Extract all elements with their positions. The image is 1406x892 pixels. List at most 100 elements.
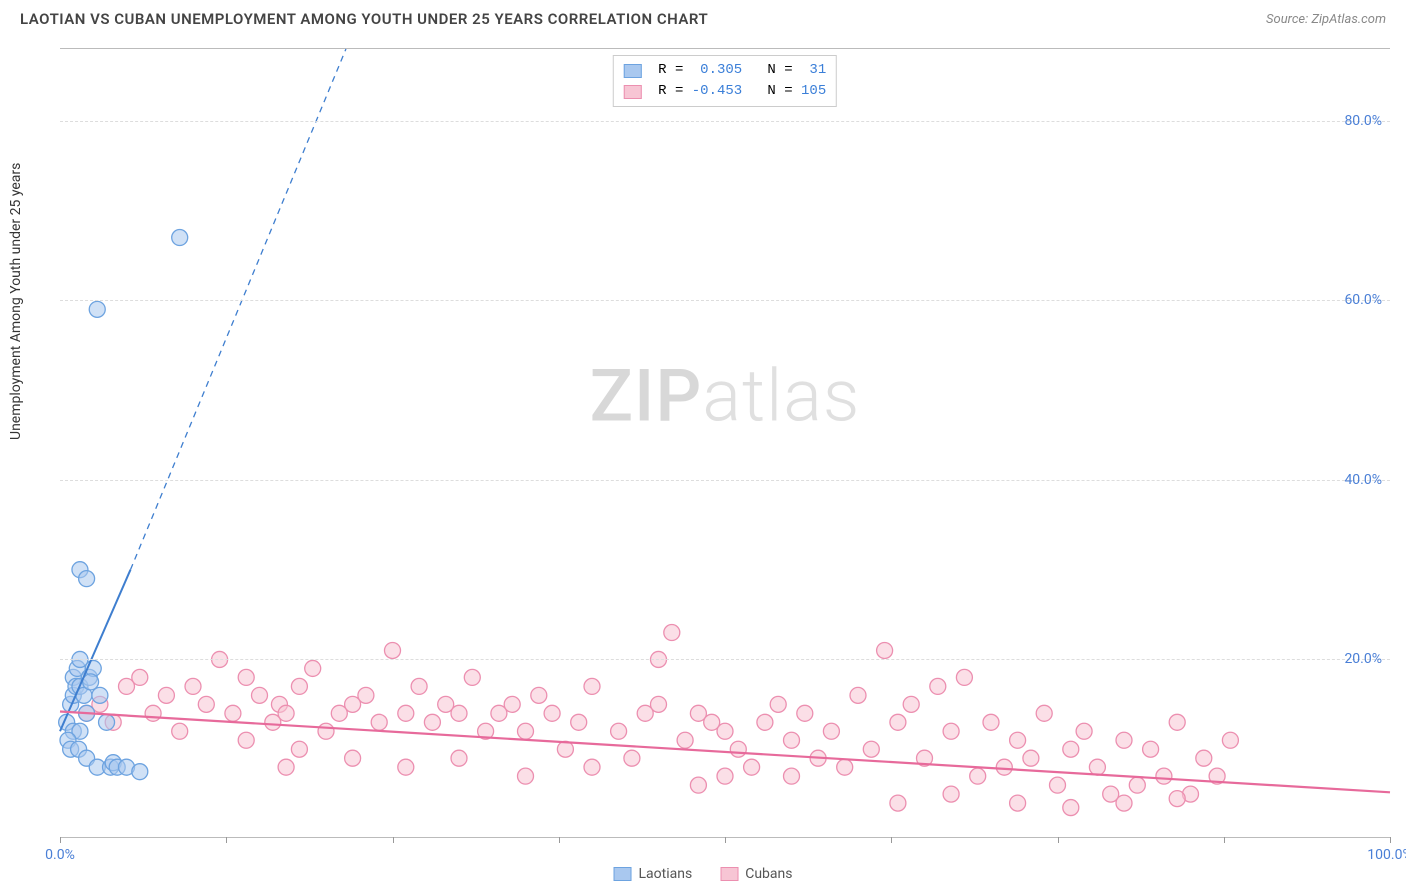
data-point xyxy=(99,714,115,730)
data-point xyxy=(544,705,560,721)
data-point xyxy=(1010,732,1026,748)
data-point xyxy=(784,732,800,748)
data-point xyxy=(1050,777,1066,793)
data-point xyxy=(198,696,214,712)
stats-row: R = -0.453 N = 105 xyxy=(624,81,826,102)
data-point xyxy=(890,795,906,811)
data-point xyxy=(318,723,334,739)
data-point xyxy=(1036,705,1052,721)
x-tick xyxy=(393,837,394,843)
data-point xyxy=(518,723,534,739)
data-point xyxy=(1196,750,1212,766)
data-point xyxy=(1222,732,1238,748)
data-point xyxy=(185,678,201,694)
data-point xyxy=(1023,750,1039,766)
legend-label: Laotians xyxy=(639,866,693,882)
data-point xyxy=(411,678,427,694)
data-point xyxy=(225,705,241,721)
data-point xyxy=(717,723,733,739)
data-point xyxy=(970,768,986,784)
data-point xyxy=(1116,795,1132,811)
data-point xyxy=(571,714,587,730)
data-point xyxy=(730,741,746,757)
x-tick xyxy=(60,837,61,843)
data-point xyxy=(1089,759,1105,775)
data-point xyxy=(863,741,879,757)
data-point xyxy=(172,230,188,246)
chart-header: LAOTIAN VS CUBAN UNEMPLOYMENT AMONG YOUT… xyxy=(0,0,1406,34)
data-point xyxy=(278,705,294,721)
stats-legend: R = 0.305 N = 31 R = -0.453 N = 105 xyxy=(613,55,837,107)
data-point xyxy=(823,723,839,739)
data-point xyxy=(677,732,693,748)
x-tick-label: 100.0% xyxy=(1367,847,1406,863)
data-point xyxy=(624,750,640,766)
legend-item: Cubans xyxy=(720,866,792,882)
data-point xyxy=(305,660,321,676)
y-tick-label: 20.0% xyxy=(1344,651,1382,667)
data-point xyxy=(757,714,773,730)
data-point xyxy=(956,669,972,685)
data-point xyxy=(930,678,946,694)
trend-line-extension xyxy=(130,49,345,570)
data-point xyxy=(943,723,959,739)
plot-area: ZIPatlas R = 0.305 N = 31 R = -0.453 N =… xyxy=(60,48,1390,838)
data-point xyxy=(1063,741,1079,757)
data-point xyxy=(291,741,307,757)
legend-label: Cubans xyxy=(745,866,792,882)
data-point xyxy=(464,669,480,685)
data-point xyxy=(664,625,680,641)
x-tick xyxy=(891,837,892,843)
data-point xyxy=(79,571,95,587)
data-point xyxy=(1063,800,1079,816)
y-axis-label: Unemployment Among Youth under 25 years xyxy=(8,163,24,440)
x-tick xyxy=(1058,837,1059,843)
source-credit: Source: ZipAtlas.com xyxy=(1266,12,1386,27)
data-point xyxy=(172,723,188,739)
data-point xyxy=(345,750,361,766)
data-point xyxy=(890,714,906,730)
x-tick xyxy=(1224,837,1225,843)
scatter-svg xyxy=(60,49,1390,837)
data-point xyxy=(611,723,627,739)
data-point xyxy=(1129,777,1145,793)
data-point xyxy=(451,750,467,766)
data-point xyxy=(1076,723,1092,739)
data-point xyxy=(451,705,467,721)
data-point xyxy=(291,678,307,694)
data-point xyxy=(1143,741,1159,757)
data-point xyxy=(584,759,600,775)
data-point xyxy=(983,714,999,730)
data-point xyxy=(744,759,760,775)
legend-swatch xyxy=(624,64,642,78)
x-tick xyxy=(725,837,726,843)
data-point xyxy=(584,678,600,694)
x-tick xyxy=(559,837,560,843)
data-point xyxy=(158,687,174,703)
data-point xyxy=(518,768,534,784)
data-point xyxy=(651,696,667,712)
gridline xyxy=(60,121,1390,122)
data-point xyxy=(837,759,853,775)
data-point xyxy=(717,768,733,784)
data-point xyxy=(238,732,254,748)
gridline xyxy=(60,659,1390,660)
stats-row: R = 0.305 N = 31 xyxy=(624,60,826,81)
data-point xyxy=(1169,791,1185,807)
data-point xyxy=(797,705,813,721)
data-point xyxy=(531,687,547,703)
data-point xyxy=(690,777,706,793)
data-point xyxy=(1169,714,1185,730)
data-point xyxy=(398,705,414,721)
series-legend: Laotians Cubans xyxy=(614,866,793,882)
data-point xyxy=(424,714,440,730)
data-point xyxy=(132,764,148,780)
data-point xyxy=(943,786,959,802)
data-point xyxy=(371,714,387,730)
data-point xyxy=(92,687,108,703)
legend-swatch xyxy=(614,867,632,881)
y-tick-label: 60.0% xyxy=(1344,292,1382,308)
data-point xyxy=(358,687,374,703)
y-tick-label: 40.0% xyxy=(1344,472,1382,488)
legend-swatch xyxy=(624,85,642,99)
